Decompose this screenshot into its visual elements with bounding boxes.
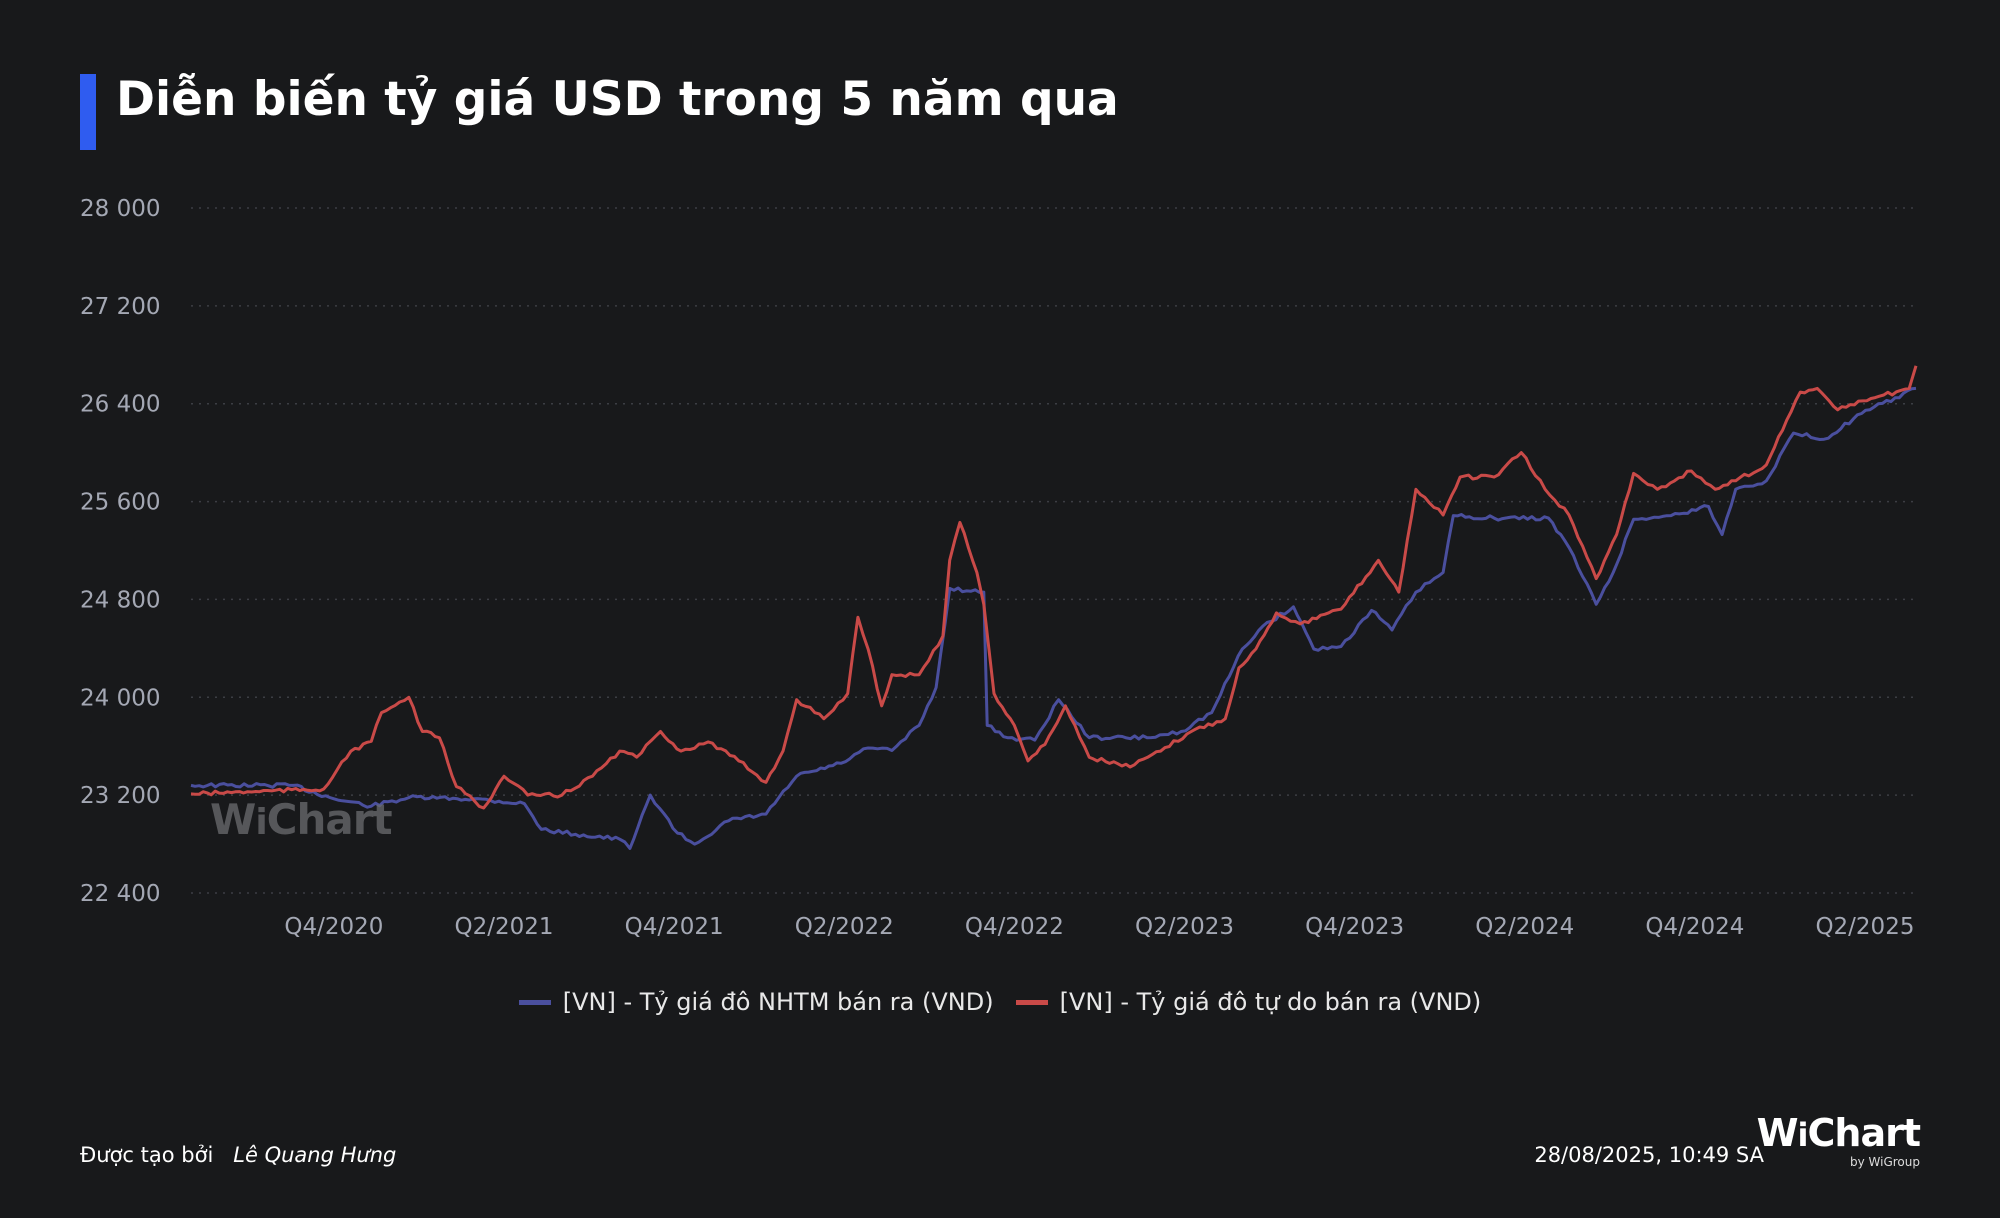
- legend-label: [VN] - Tỷ giá đô tự do bán ra (VND): [1059, 988, 1482, 1016]
- y-tick-label: 22 400: [80, 881, 160, 907]
- legend-item-nhtm[interactable]: [VN] - Tỷ giá đô NHTM bán ra (VND): [518, 988, 994, 1016]
- x-tick-label: Q4/2020: [284, 914, 383, 940]
- y-tick-label: 23 200: [80, 783, 160, 809]
- page-title: Diễn biến tỷ giá USD trong 5 năm qua: [116, 72, 1119, 127]
- created-by-label: Được tạo bởi: [80, 1143, 214, 1167]
- logo-subtitle: by WiGroup: [1849, 1155, 1920, 1169]
- legend-label: [VN] - Tỷ giá đô NHTM bán ra (VND): [562, 988, 994, 1016]
- legend-swatch-nhtm: [518, 999, 551, 1005]
- series-line-nhtm: [190, 386, 1917, 850]
- wichart-logo: WiChart by WiGroup: [1756, 1111, 1921, 1169]
- line-chart: 22 400 23 200 24 000 24 800 25 600 26 400 27 2…: [80, 196, 1918, 940]
- y-tick-label: 24 800: [80, 587, 160, 613]
- legend-swatch-free: [1015, 999, 1048, 1005]
- author-name: Lê Quang Hưng: [233, 1143, 397, 1167]
- y-tick-label: 28 000: [80, 196, 160, 222]
- x-tick-label: Q2/2023: [1135, 914, 1234, 940]
- series-line-free-market: [190, 365, 1918, 810]
- x-tick-label: Q4/2023: [1305, 914, 1404, 940]
- x-tick-label: Q2/2025: [1815, 914, 1914, 940]
- y-tick-label: 27 200: [80, 294, 160, 320]
- chart-legend: [VN] - Tỷ giá đô NHTM bán ra (VND) [VN] …: [0, 988, 2000, 1016]
- x-tick-label: Q2/2022: [795, 914, 894, 940]
- y-tick-label: 26 400: [80, 392, 160, 418]
- x-tick-label: Q4/2024: [1645, 914, 1744, 940]
- x-tick-label: Q4/2021: [625, 914, 724, 940]
- x-tick-label: Q2/2021: [455, 914, 554, 940]
- y-tick-label: 25 600: [80, 490, 160, 516]
- title-accent-bar: [80, 74, 96, 150]
- legend-item-free-market[interactable]: [VN] - Tỷ giá đô tự do bán ra (VND): [1015, 988, 1482, 1016]
- y-tick-label: 24 000: [80, 685, 160, 711]
- x-tick-label: Q4/2022: [965, 914, 1064, 940]
- watermark-logo: WiChart: [210, 795, 393, 844]
- footer-datetime: 28/08/2025, 10:49 SA: [1534, 1143, 1764, 1167]
- footer-credit: Được tạo bởi Lê Quang Hưng: [80, 1143, 396, 1167]
- x-tick-label: Q2/2024: [1475, 914, 1574, 940]
